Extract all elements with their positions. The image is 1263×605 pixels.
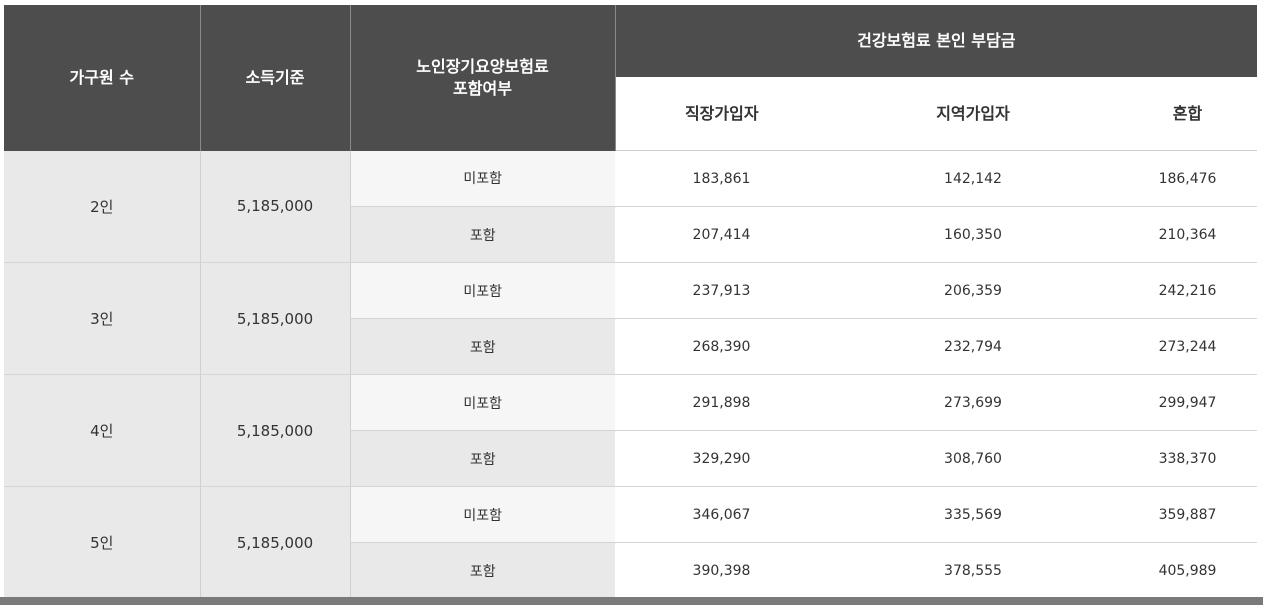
header-ltc-line2: 포함여부 <box>453 78 512 98</box>
mixed-value-cell: 299,947 <box>1118 374 1258 431</box>
regional-value-cell: 232,794 <box>828 318 1118 375</box>
table-row: 2인 5,185,000 미포함 183,861 142,142 186,476 <box>4 150 1258 263</box>
ltc-excluded-cell: 미포함 <box>350 150 615 207</box>
regional-value-cell: 335,569 <box>828 486 1118 543</box>
mixed-value-cell: 359,887 <box>1118 486 1258 543</box>
ltc-included-cell: 포함 <box>350 318 615 375</box>
ltc-excluded-cell: 미포함 <box>350 262 615 319</box>
health-insurance-table-container: 가구원 수 소득기준 노인장기요양보험료 포함여부 건강보험료 본인 부담금 직… <box>4 5 1258 599</box>
employee-value-cell: 237,913 <box>615 262 828 319</box>
mixed-value-cell: 242,216 <box>1118 262 1258 319</box>
regional-value-cell: 206,359 <box>828 262 1118 319</box>
employee-value-cell: 329,290 <box>615 430 828 487</box>
header-income-standard: 소득기준 <box>200 5 351 151</box>
income-standard-cell: 5,185,000 <box>200 486 351 599</box>
ltc-included-cell: 포함 <box>350 542 615 599</box>
table-row: 포함 268,390 232,794 273,244 <box>4 318 1258 375</box>
household-members-cell: 4인 <box>4 374 201 487</box>
employee-value-cell: 346,067 <box>615 486 828 543</box>
employee-value-cell: 390,398 <box>615 542 828 599</box>
table-header: 가구원 수 소득기준 노인장기요양보험료 포함여부 건강보험료 본인 부담금 직… <box>4 5 1258 151</box>
header-regional-subscriber: 지역가입자 <box>828 77 1118 151</box>
mixed-value-cell: 338,370 <box>1118 430 1258 487</box>
regional-value-cell: 378,555 <box>828 542 1118 599</box>
ltc-excluded-cell: 미포함 <box>350 374 615 431</box>
table-body: 2인 5,185,000 미포함 183,861 142,142 186,476… <box>4 150 1258 599</box>
mixed-value-cell: 405,989 <box>1118 542 1258 599</box>
mixed-value-cell: 273,244 <box>1118 318 1258 375</box>
household-members-cell: 2인 <box>4 150 201 263</box>
household-members-cell: 5인 <box>4 486 201 599</box>
table-row: 5인 5,185,000 미포함 346,067 335,569 359,887 <box>4 486 1258 599</box>
header-long-term-care-inclusion: 노인장기요양보험료 포함여부 <box>350 5 616 151</box>
employee-value-cell: 268,390 <box>615 318 828 375</box>
mixed-value-cell: 210,364 <box>1118 206 1258 263</box>
header-premium-group: 건강보험료 본인 부담금 <box>615 5 1258 78</box>
bottom-divider-bar <box>0 597 1263 605</box>
income-standard-cell: 5,185,000 <box>200 262 351 375</box>
table-row: 포함 207,414 160,350 210,364 <box>4 206 1258 263</box>
employee-value-cell: 207,414 <box>615 206 828 263</box>
employee-value-cell: 291,898 <box>615 374 828 431</box>
ltc-included-cell: 포함 <box>350 206 615 263</box>
table-row: 4인 5,185,000 미포함 291,898 273,699 299,947 <box>4 374 1258 487</box>
income-standard-cell: 5,185,000 <box>200 150 351 263</box>
table-row: 3인 5,185,000 미포함 237,913 206,359 242,216 <box>4 262 1258 375</box>
regional-value-cell: 308,760 <box>828 430 1118 487</box>
health-insurance-table: 가구원 수 소득기준 노인장기요양보험료 포함여부 건강보험료 본인 부담금 직… <box>4 5 1258 599</box>
regional-value-cell: 142,142 <box>828 150 1118 207</box>
header-mixed: 혼합 <box>1118 77 1258 151</box>
mixed-value-cell: 186,476 <box>1118 150 1258 207</box>
ltc-included-cell: 포함 <box>350 430 615 487</box>
header-ltc-line1: 노인장기요양보험료 <box>416 56 549 76</box>
header-employee-subscriber: 직장가입자 <box>615 77 828 151</box>
regional-value-cell: 273,699 <box>828 374 1118 431</box>
ltc-excluded-cell: 미포함 <box>350 486 615 543</box>
employee-value-cell: 183,861 <box>615 150 828 207</box>
regional-value-cell: 160,350 <box>828 206 1118 263</box>
table-row: 포함 329,290 308,760 338,370 <box>4 430 1258 487</box>
header-household-members: 가구원 수 <box>4 5 201 151</box>
income-standard-cell: 5,185,000 <box>200 374 351 487</box>
household-members-cell: 3인 <box>4 262 201 375</box>
